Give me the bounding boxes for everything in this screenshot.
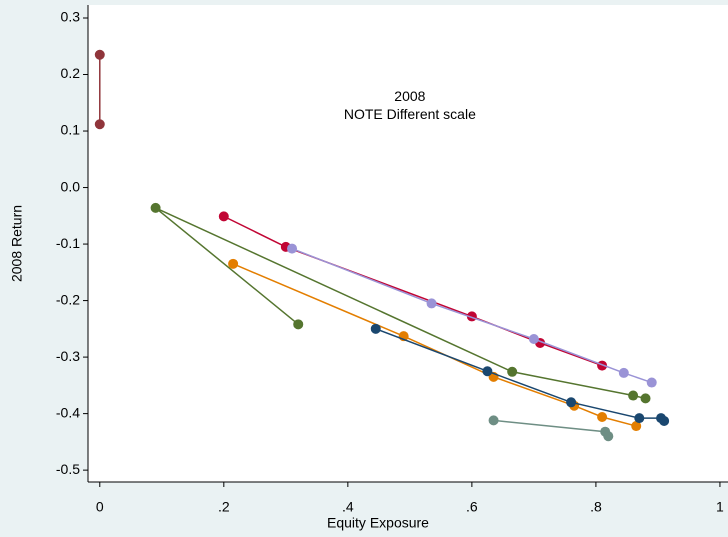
marker — [150, 202, 161, 213]
marker — [634, 413, 645, 424]
marker — [597, 412, 608, 423]
x-tick-label: .2 — [218, 499, 230, 515]
marker — [228, 258, 239, 269]
y-tick-label: 0.0 — [61, 178, 81, 194]
marker — [482, 366, 493, 377]
marker — [218, 211, 229, 222]
y-tick-label: 0.2 — [61, 65, 81, 81]
marker — [566, 397, 577, 408]
marker — [528, 334, 539, 345]
marker — [628, 390, 639, 401]
x-tick-label: .8 — [590, 499, 602, 515]
annotation: 2008 — [394, 88, 425, 104]
plot-area — [88, 5, 728, 482]
marker — [659, 415, 670, 426]
y-tick-label: -0.3 — [56, 348, 80, 364]
x-tick-label: .6 — [466, 499, 478, 515]
marker — [488, 415, 499, 426]
y-tick-label: -0.4 — [56, 404, 80, 420]
y-tick-label: -0.1 — [56, 235, 80, 251]
x-axis-label: Equity Exposure — [327, 515, 429, 531]
marker — [640, 393, 651, 404]
marker — [287, 243, 298, 254]
y-tick-label: -0.5 — [56, 461, 80, 477]
y-tick-label: -0.2 — [56, 291, 80, 307]
x-tick-label: 0 — [96, 499, 104, 515]
marker — [603, 431, 614, 442]
y-tick-label: 0.3 — [61, 9, 81, 25]
marker — [631, 421, 642, 432]
y-tick-label: 0.1 — [61, 122, 81, 138]
marker — [94, 119, 105, 130]
y-axis-label: 2008 Return — [9, 205, 25, 282]
marker — [426, 298, 437, 309]
marker — [370, 323, 381, 334]
marker — [507, 366, 518, 377]
marker — [618, 367, 629, 378]
annotation: NOTE Different scale — [344, 106, 476, 122]
marker — [646, 377, 657, 388]
marker — [94, 49, 105, 60]
x-tick-label: .4 — [342, 499, 354, 515]
x-tick-label: 1 — [716, 499, 724, 515]
marker — [293, 319, 304, 330]
